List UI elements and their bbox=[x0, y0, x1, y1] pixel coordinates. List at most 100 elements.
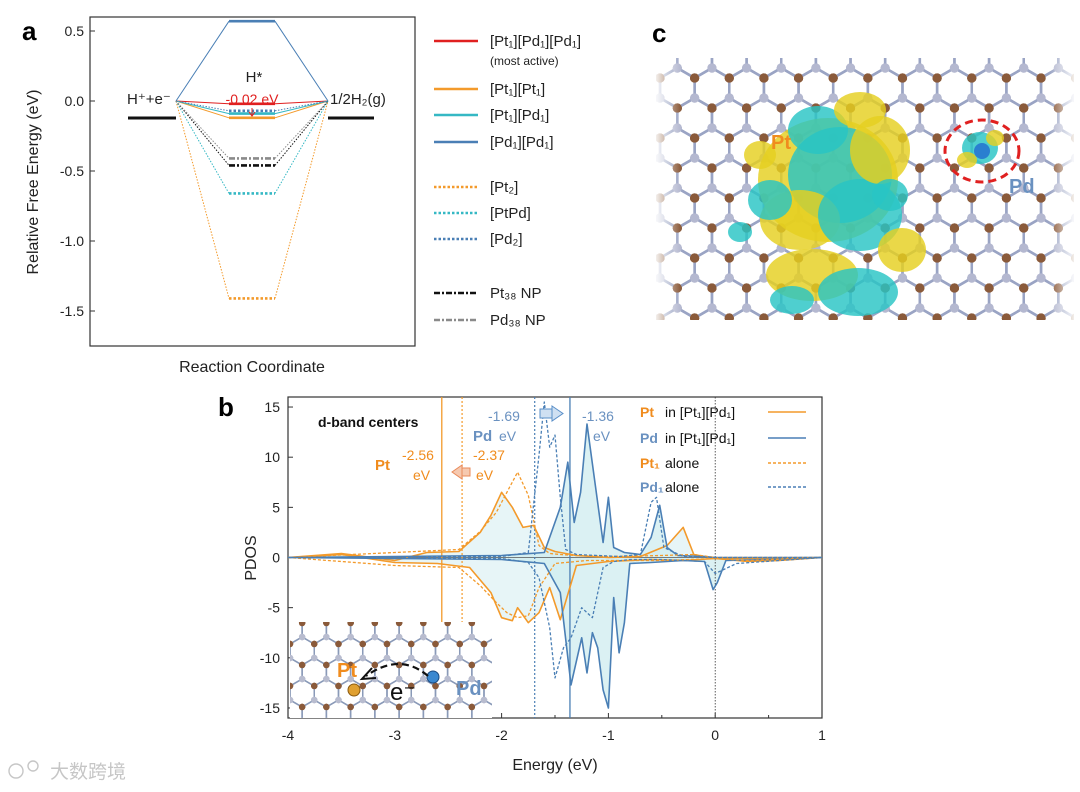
inset-atom bbox=[359, 696, 366, 704]
lattice-atom bbox=[621, 213, 630, 222]
lattice-atom bbox=[621, 133, 630, 142]
inset-atom bbox=[325, 717, 328, 718]
lattice-atom bbox=[933, 33, 942, 42]
inset-atom bbox=[275, 634, 281, 640]
lattice-atom bbox=[621, 153, 630, 162]
inset-pt-atom bbox=[347, 683, 361, 697]
pdos-series-3 bbox=[288, 556, 822, 709]
lattice-atom bbox=[638, 223, 647, 232]
inset-bond bbox=[298, 622, 306, 624]
ytick-label: -1.5 bbox=[60, 303, 84, 319]
inset-atom bbox=[263, 641, 269, 647]
ytick-label: -10 bbox=[260, 650, 280, 666]
lattice-atom bbox=[638, 163, 647, 172]
inset-atom bbox=[505, 655, 511, 661]
lattice-atom bbox=[1071, 33, 1080, 42]
inset-atom bbox=[311, 613, 317, 619]
inset-atom bbox=[422, 717, 425, 718]
lattice-bond bbox=[729, 8, 764, 48]
energy-connector-3 bbox=[175, 20, 329, 102]
lattice-bond bbox=[656, 194, 662, 222]
lattice-atom bbox=[725, 33, 734, 42]
lattice-atom bbox=[621, 273, 630, 282]
inset-atom bbox=[408, 613, 414, 619]
inset-atom bbox=[432, 613, 438, 619]
inset-atom bbox=[311, 725, 317, 731]
lattice-atom bbox=[742, 43, 751, 52]
panel-b-plot bbox=[288, 397, 822, 718]
lattice-atom bbox=[725, 333, 734, 342]
lattice-atom bbox=[707, 43, 716, 52]
inset-atom bbox=[493, 676, 499, 682]
inset-atom bbox=[360, 725, 366, 731]
panel-c-letter: c bbox=[652, 18, 666, 48]
inset-atom bbox=[263, 739, 269, 745]
pdos-fill-1 bbox=[288, 554, 822, 623]
inset-atom bbox=[384, 613, 390, 619]
inset-atom bbox=[420, 633, 427, 641]
lattice-atom bbox=[638, 223, 647, 232]
inset-atom bbox=[420, 592, 426, 598]
inset-atom bbox=[383, 696, 391, 704]
legend-elem-3: Pd₁ bbox=[640, 479, 664, 495]
lattice-atom bbox=[1036, 33, 1045, 42]
lattice-atom bbox=[759, 13, 768, 22]
inset-atom bbox=[323, 746, 329, 752]
panel-a-ylabel: Relative Free Energy (eV) bbox=[25, 90, 42, 275]
inset-atom bbox=[275, 676, 281, 682]
legend-label-2: [Pt₁][Pd₁] bbox=[490, 107, 549, 124]
inset-atom bbox=[290, 654, 294, 662]
lattice-atom bbox=[1036, 33, 1045, 42]
lattice-atom bbox=[1071, 13, 1080, 22]
inset-atom bbox=[298, 633, 306, 641]
inset-atom bbox=[469, 746, 475, 752]
inset-bond bbox=[420, 622, 427, 624]
inset-atom bbox=[469, 592, 475, 598]
inset-atom bbox=[432, 725, 438, 731]
inset-atom bbox=[408, 682, 415, 690]
lattice-atom bbox=[690, 13, 699, 22]
pdos-series-7 bbox=[288, 556, 822, 679]
pdos-series-2 bbox=[288, 423, 822, 559]
lattice-atom bbox=[811, 43, 820, 52]
lattice-atom bbox=[673, 343, 682, 352]
ytick-label: -1.0 bbox=[60, 233, 84, 249]
ytick-label: -5 bbox=[268, 600, 281, 616]
inset-atom bbox=[349, 717, 352, 718]
lattice-atom bbox=[829, 33, 838, 42]
legend-elem-2: Pt₁ bbox=[640, 455, 660, 471]
lattice-atom bbox=[759, 33, 768, 42]
lattice-atom bbox=[933, 13, 942, 22]
pd-dband-unit-2: eV bbox=[593, 428, 611, 444]
lattice-atom bbox=[742, 43, 751, 52]
ytick-label: 0.5 bbox=[65, 23, 85, 39]
lattice-atom bbox=[898, 33, 907, 42]
lattice-atom bbox=[621, 253, 630, 262]
lattice-bond bbox=[868, 8, 903, 48]
lattice-atom bbox=[603, 223, 612, 232]
lattice-bond bbox=[656, 254, 662, 282]
lattice-atom bbox=[603, 283, 612, 292]
lattice-atom bbox=[881, 3, 890, 12]
energy-connector-8 bbox=[175, 100, 329, 159]
pdos-fill-0 bbox=[288, 492, 822, 562]
lattice-atom bbox=[933, 13, 942, 22]
watermark-text: 大数跨境 bbox=[50, 761, 126, 783]
lattice-atom bbox=[707, 43, 716, 52]
lattice-atom bbox=[603, 183, 612, 192]
lattice-atom bbox=[690, 33, 699, 42]
lattice-bond bbox=[1076, 188, 1080, 228]
lattice-atom bbox=[984, 43, 993, 52]
inset-atom bbox=[408, 599, 414, 605]
lattice-atom bbox=[725, 33, 734, 42]
inset-atom bbox=[432, 725, 438, 731]
lattice-atom bbox=[1054, 43, 1063, 52]
lattice-atom bbox=[984, 43, 993, 52]
lattice-atom bbox=[846, 43, 855, 52]
lattice-atom bbox=[638, 103, 647, 112]
inset-atom bbox=[481, 599, 487, 605]
ytick-label: 5 bbox=[272, 499, 280, 515]
xtick-label: -3 bbox=[389, 727, 402, 743]
lattice-atom bbox=[1002, 13, 1011, 22]
